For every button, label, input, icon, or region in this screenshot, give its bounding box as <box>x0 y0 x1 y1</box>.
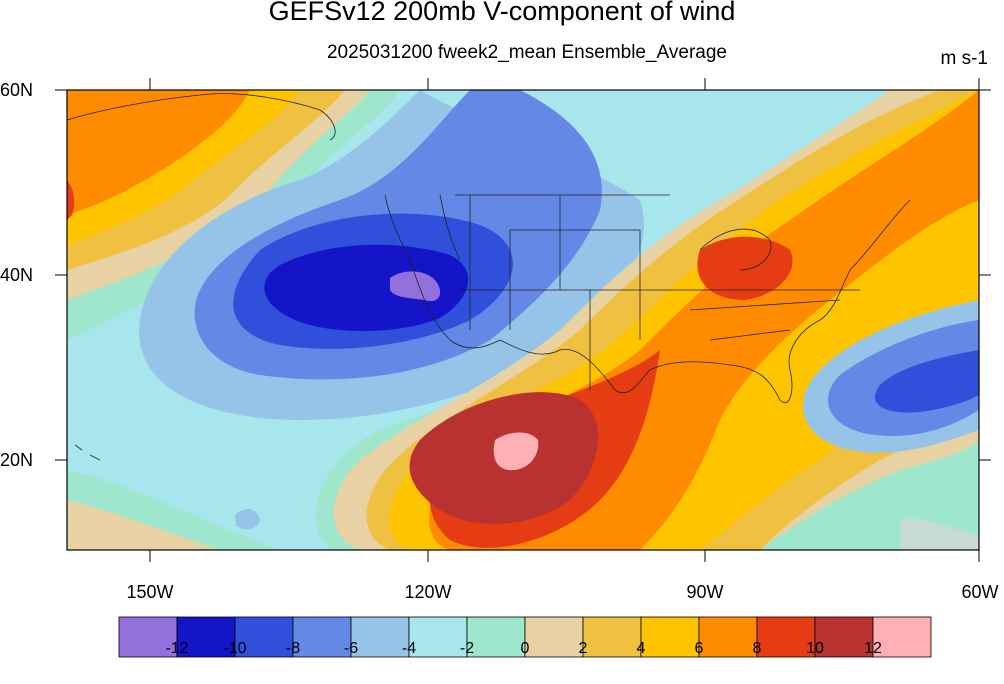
colorbar-swatch <box>350 616 410 658</box>
colorbar-tick-label: -4 <box>401 640 417 657</box>
colorbar-swatch <box>698 616 758 658</box>
units-label: m s-1 <box>940 48 989 69</box>
colorbar-swatch <box>872 616 932 658</box>
colorbar-tick-label: 12 <box>864 640 882 657</box>
colorbar-tick-label: -6 <box>343 640 359 657</box>
lon-label-90w: 90W <box>686 582 724 602</box>
lon-label-60w: 60W <box>961 582 999 602</box>
colorbar <box>118 616 932 658</box>
lon-label-150w: 150W <box>126 582 174 602</box>
colorbar-swatch <box>524 616 584 658</box>
lat-label-20n: 20N <box>0 450 34 470</box>
colorbar-swatch <box>582 616 642 658</box>
colorbar-swatch <box>640 616 700 658</box>
colorbar-tick-label: -2 <box>459 640 475 657</box>
map-title: GEFSv12 200mb V-component of wind <box>268 0 736 26</box>
colorbar-swatch <box>814 616 874 658</box>
colorbar-tick-label: -12 <box>165 640 189 657</box>
coastlines <box>67 93 911 461</box>
colorbar-swatch <box>292 616 352 658</box>
colorbar-swatch <box>118 616 178 658</box>
colorbar-swatch <box>466 616 526 658</box>
colorbar-swatch <box>176 616 236 658</box>
colorbar-tick-label: 6 <box>694 640 704 657</box>
colorbar-tick-label: 10 <box>806 640 824 657</box>
colorbar-tick-label: 0 <box>520 640 530 657</box>
lon-label-120w: 120W <box>404 582 452 602</box>
colorbar-tick-label: 4 <box>636 640 646 657</box>
map-frame <box>66 89 980 551</box>
colorbar-tick-label: 8 <box>752 640 762 657</box>
contour-field <box>67 90 979 550</box>
axis-ticks <box>55 78 991 562</box>
lat-label-40n: 40N <box>0 265 34 285</box>
colorbar-tick-label: 2 <box>578 640 588 657</box>
colorbar-swatch <box>234 616 294 658</box>
colorbar-swatch <box>408 616 468 658</box>
colorbar-swatch <box>756 616 816 658</box>
colorbar-tick-label: -8 <box>285 640 301 657</box>
lat-label-60n: 60N <box>0 80 34 100</box>
map-subtitle: 2025031200 fweek2_mean Ensemble_Average <box>326 42 727 63</box>
colorbar-tick-label: -10 <box>223 640 247 657</box>
